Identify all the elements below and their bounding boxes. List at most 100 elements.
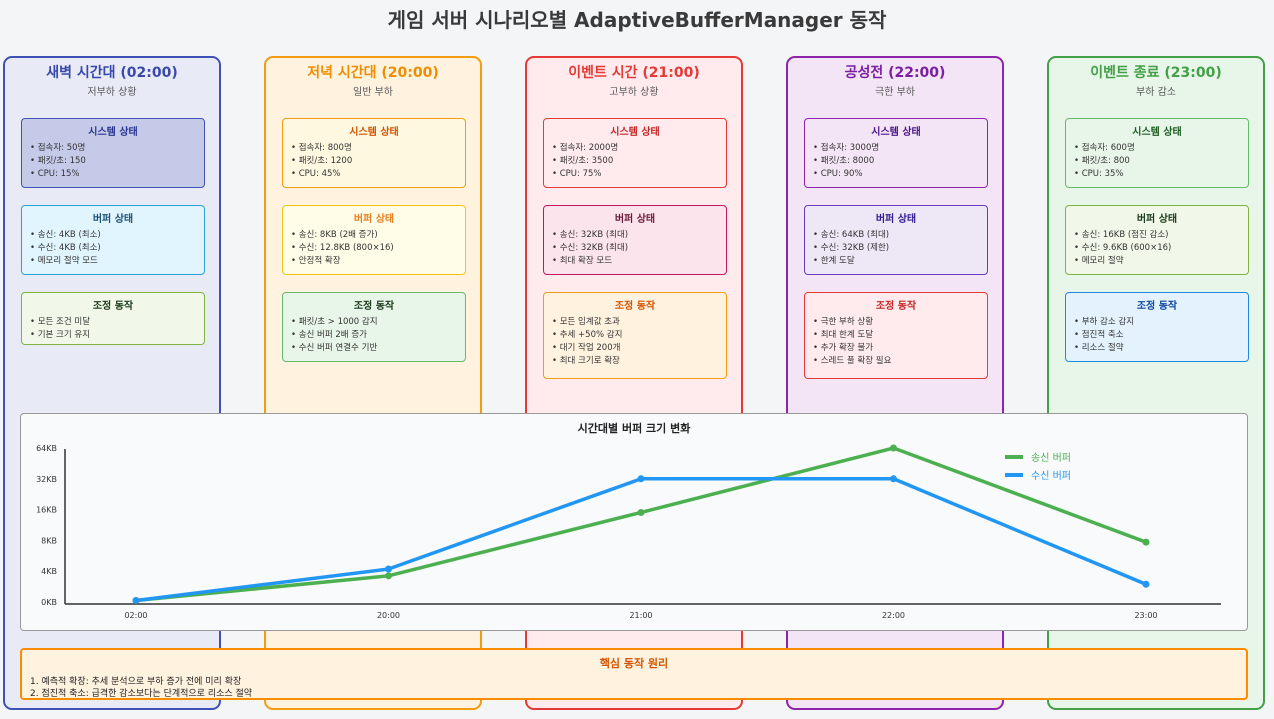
list-item: 패킷/초: 3500 xyxy=(552,155,726,168)
adjust-action-box: 조정 동작 패킷/초 > 1000 감지송신 버퍼 2배 증가수신 버퍼 연결수… xyxy=(282,292,466,362)
data-point xyxy=(637,475,645,483)
list-item: 패킷/초: 800 xyxy=(1074,155,1248,168)
core-principle-box: 핵심 동작 원리 1. 예측적 확장: 추세 분석으로 부하 증가 전에 미리 … xyxy=(20,648,1248,700)
list-item: 모든 임계값 초과 xyxy=(552,316,726,329)
scenario-title: 새벽 시간대 (02:00) xyxy=(46,65,178,81)
principle-title: 핵심 동작 원리 xyxy=(599,657,669,670)
list-item: 안정적 확장 xyxy=(291,255,465,268)
system-status-title: 시스템 상태 xyxy=(610,127,660,138)
list-item: CPU: 45% xyxy=(291,168,465,181)
adjust-action-box: 조정 동작 극한 부하 상황최대 한계 도달추가 확장 불가스레드 풀 확장 필… xyxy=(804,292,988,379)
page-title: 게임 서버 시나리오별 AdaptiveBufferManager 동작 xyxy=(387,8,887,32)
list-item: 수신: 32KB (최대) xyxy=(552,242,726,255)
data-point xyxy=(890,475,897,483)
adjust-action-title: 조정 동작 xyxy=(875,301,917,312)
scenario-title: 이벤트 종료 (23:00) xyxy=(1090,65,1222,81)
list-item: 접속자: 600명 xyxy=(1074,142,1248,155)
system-status-box: 시스템 상태 접속자: 800명패킷/초: 1200CPU: 45% xyxy=(282,118,466,188)
x-tick-label: 02:00 xyxy=(124,611,147,620)
system-status-box: 시스템 상태 접속자: 2000명패킷/초: 3500CPU: 75% xyxy=(543,118,727,188)
list-item: 패킷/초: 150 xyxy=(30,155,204,168)
buffer-status-title: 버퍼 상태 xyxy=(875,214,917,225)
list-item: 한계 도달 xyxy=(813,255,987,268)
list-item: 메모리 절약 xyxy=(1074,255,1248,268)
list-item: 최대 확장 모드 xyxy=(552,255,726,268)
scenario-title: 저녁 시간대 (20:00) xyxy=(307,65,439,81)
list-item: 점진적 축소 xyxy=(1074,329,1248,342)
list-item: CPU: 15% xyxy=(30,168,204,181)
list-item: 부하 감소 감지 xyxy=(1074,316,1248,329)
principle-line: 2. 점진적 축소: 급격한 감소보다는 단계적으로 리소스 절약 xyxy=(30,689,253,699)
list-item: 수신: 12.8KB (800×16) xyxy=(291,242,465,255)
buffer-status-title: 버퍼 상태 xyxy=(614,214,656,225)
list-item: 추가 확장 불가 xyxy=(813,342,987,355)
list-item: 최대 크기로 확장 xyxy=(552,355,726,368)
data-point xyxy=(1142,538,1150,546)
list-item: 모든 조건 미달 xyxy=(30,316,204,329)
list-item: 기본 크기 유지 xyxy=(30,329,204,342)
list-item: 송신 버퍼 2배 증가 xyxy=(291,329,465,342)
y-tick-label: 32KB xyxy=(36,475,57,484)
scenario-subtitle: 저부하 상황 xyxy=(87,87,137,98)
list-item: 접속자: 3000명 xyxy=(813,142,987,155)
adjust-action-title: 조정 동작 xyxy=(1136,301,1178,312)
data-point xyxy=(637,508,645,516)
list-item: 송신: 16KB (점진 감소) xyxy=(1074,229,1248,242)
y-tick-label: 8KB xyxy=(41,536,57,545)
list-item: 송신: 32KB (최대) xyxy=(552,229,726,242)
scenario-title: 공성전 (22:00) xyxy=(844,65,946,81)
list-item: 메모리 절약 모드 xyxy=(30,255,204,268)
series-line xyxy=(135,477,1147,603)
buffer-status-title: 버퍼 상태 xyxy=(92,214,134,225)
list-item: 송신: 8KB (2배 증가) xyxy=(291,229,465,242)
scenario-subtitle: 고부하 상황 xyxy=(609,87,659,98)
scenario-subtitle: 극한 부하 xyxy=(875,87,915,98)
x-tick-label: 22:00 xyxy=(882,611,905,620)
buffer-size-chart: 시간대별 버퍼 크기 변화 0KB 4KB 8KB 16KB 32KB 64KB 02:0… xyxy=(20,413,1248,631)
list-item: 수신 버퍼 연결수 기반 xyxy=(291,342,465,355)
adjust-action-title: 조정 동작 xyxy=(92,301,134,312)
data-point xyxy=(385,572,392,580)
data-point xyxy=(132,596,140,604)
buffer-status-box: 버퍼 상태 송신: 4KB (최소)수신: 4KB (최소)메모리 절약 모드 xyxy=(21,205,205,275)
series-line xyxy=(135,446,1147,603)
list-item: CPU: 75% xyxy=(552,168,726,181)
principle-line: 1. 예측적 확장: 추세 분석으로 부하 증가 전에 미리 확장 xyxy=(30,677,242,687)
data-point xyxy=(1142,580,1150,588)
list-item: 접속자: 2000명 xyxy=(552,142,726,155)
list-item: 패킷/초: 8000 xyxy=(813,155,987,168)
buffer-status-box: 버퍼 상태 송신: 16KB (점진 감소)수신: 9.6KB (600×16)… xyxy=(1065,205,1249,275)
scenario-subtitle: 일반 부하 xyxy=(353,87,393,98)
chart-title: 시간대별 버퍼 크기 변화 xyxy=(577,422,691,435)
list-item: 리소스 절약 xyxy=(1074,342,1248,355)
list-item: 접속자: 50명 xyxy=(30,142,204,155)
list-item: 접속자: 800명 xyxy=(291,142,465,155)
list-item: CPU: 90% xyxy=(813,168,987,181)
data-point xyxy=(890,444,897,452)
system-status-box: 시스템 상태 접속자: 600명패킷/초: 800CPU: 35% xyxy=(1065,118,1249,188)
y-tick-label: 0KB xyxy=(41,598,57,607)
x-tick-label: 23:00 xyxy=(1134,611,1157,620)
list-item: 수신: 32KB (제한) xyxy=(813,242,987,255)
list-item: 수신: 9.6KB (600×16) xyxy=(1074,242,1248,255)
buffer-status-box: 버퍼 상태 송신: 64KB (최대)수신: 32KB (제한)한계 도달 xyxy=(804,205,988,275)
system-status-title: 시스템 상태 xyxy=(88,127,138,138)
list-item: 송신: 64KB (최대) xyxy=(813,229,987,242)
legend-label: 수신 버퍼 xyxy=(1031,470,1071,482)
system-status-box: 시스템 상태 접속자: 50명패킷/초: 150CPU: 15% xyxy=(21,118,205,188)
adjust-action-box: 조정 동작 모든 임계값 초과추세 +50% 감지대기 작업 200개최대 크기… xyxy=(543,292,727,379)
adjust-action-box: 조정 동작 부하 감소 감지점진적 축소리소스 절약 xyxy=(1065,292,1249,362)
list-item: 추세 +50% 감지 xyxy=(552,329,726,342)
x-tick-label: 20:00 xyxy=(377,611,400,620)
system-status-title: 시스템 상태 xyxy=(871,127,921,138)
legend-label: 송신 버퍼 xyxy=(1031,452,1071,464)
x-tick-label: 21:00 xyxy=(629,611,652,620)
buffer-status-box: 버퍼 상태 송신: 32KB (최대)수신: 32KB (최대)최대 확장 모드 xyxy=(543,205,727,275)
system-status-box: 시스템 상태 접속자: 3000명패킷/초: 8000CPU: 90% xyxy=(804,118,988,188)
y-tick-label: 64KB xyxy=(36,444,57,453)
scenario-subtitle: 부하 감소 xyxy=(1136,87,1176,98)
list-item: 스레드 풀 확장 필요 xyxy=(813,355,987,368)
buffer-status-title: 버퍼 상태 xyxy=(353,214,395,225)
list-item: 패킷/초 > 1000 감지 xyxy=(291,316,465,329)
scenario-title: 이벤트 시간 (21:00) xyxy=(568,65,700,81)
